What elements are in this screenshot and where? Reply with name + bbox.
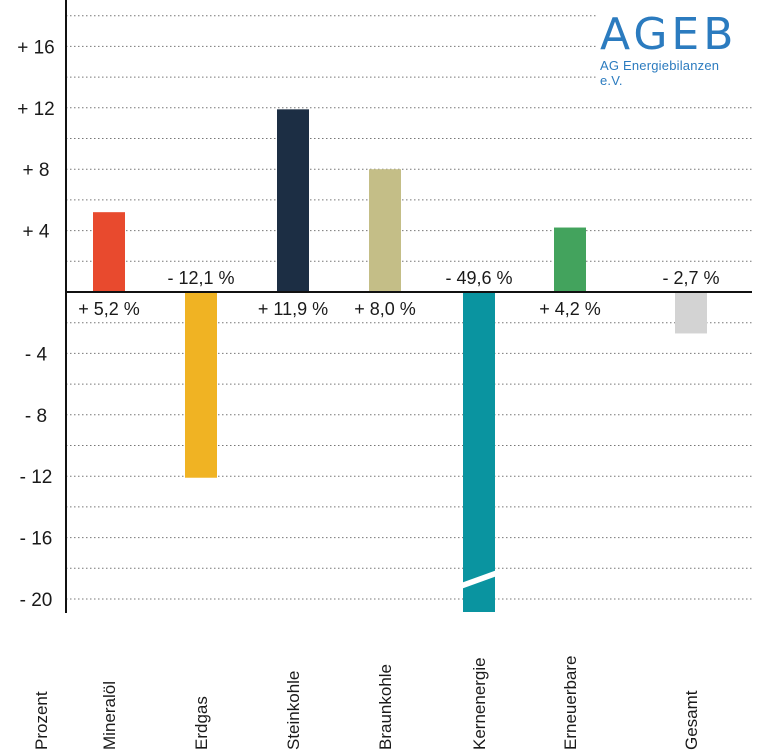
y-tick-label: - 4 (25, 344, 48, 365)
bar-erneuerbare (554, 227, 586, 292)
category-label: Mineralöl (100, 681, 119, 750)
category-label: Erdgas (192, 696, 211, 750)
data-label: + 8,0 % (354, 299, 416, 319)
category-label: Kernenergie (470, 657, 489, 750)
logo-sub-text: AG Energiebilanzen e.V. (600, 58, 720, 88)
y-tick-label: + 12 (17, 99, 55, 120)
y-tick-label: + 16 (17, 37, 55, 58)
y-tick-label: + 4 (23, 222, 50, 243)
bar-kernenergie (463, 292, 495, 612)
bar-braunkohle (369, 169, 401, 292)
category-label: Braunkohle (376, 664, 395, 750)
data-label: + 11,9 % (258, 299, 328, 319)
data-label: + 5,2 % (78, 299, 140, 319)
axis-break-mark (461, 570, 497, 589)
y-tick-label: - 12 (20, 467, 53, 488)
category-label: Steinkohle (284, 671, 303, 750)
data-label: - 49,6 % (445, 268, 512, 288)
bar-mineralöl (93, 212, 125, 292)
data-label: + 4,2 % (539, 299, 601, 319)
bar-gesamt (675, 292, 707, 334)
bar-erdgas (185, 292, 217, 478)
y-tick-label: - 20 (20, 590, 53, 611)
data-label: - 2,7 % (662, 268, 719, 288)
bar-steinkohle (277, 109, 309, 293)
category-label: Erneuerbare (561, 655, 580, 750)
logo-main-text: AGEB (600, 9, 738, 60)
y-axis-title: Prozent (32, 691, 51, 750)
ageb-logo: AGEB AG Energiebilanzen e.V. (600, 9, 740, 89)
y-tick-label: - 16 (20, 529, 53, 550)
data-label: - 12,1 % (167, 268, 234, 288)
category-label: Gesamt (682, 690, 701, 750)
y-tick-label: + 8 (23, 160, 50, 181)
y-tick-label: - 8 (25, 406, 47, 427)
